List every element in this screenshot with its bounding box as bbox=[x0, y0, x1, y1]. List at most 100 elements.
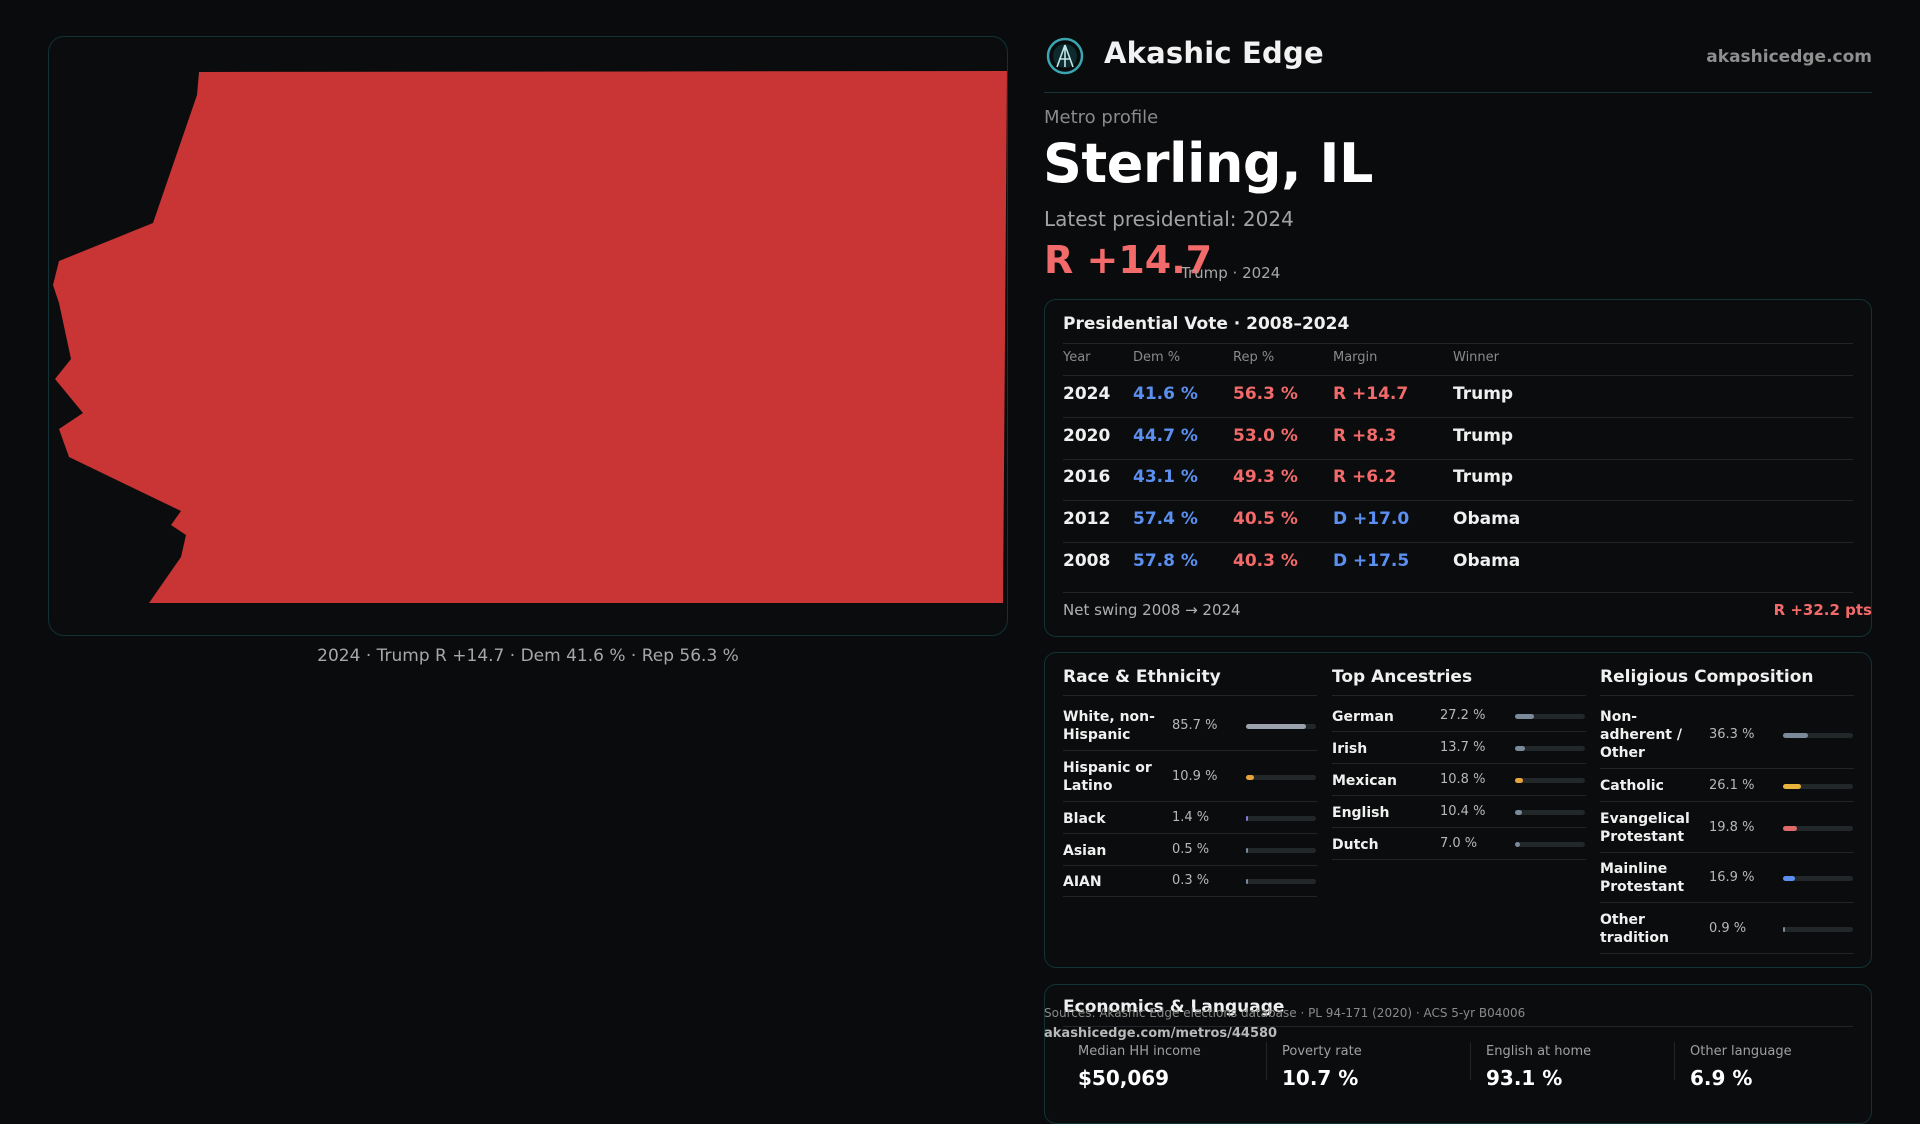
percent-bar bbox=[1515, 714, 1585, 719]
sources-note: Sources: Akashic Edge elections database… bbox=[1044, 1006, 1526, 1020]
vote-year: 2008 bbox=[1063, 551, 1111, 571]
divider bbox=[1332, 695, 1586, 696]
econ-value-income: $50,069 bbox=[1078, 1066, 1170, 1090]
list-item-label: Catholic bbox=[1600, 778, 1664, 794]
metro-permalink[interactable]: akashicedge.com/metros/44580 bbox=[1044, 1026, 1278, 1041]
divider bbox=[1332, 859, 1586, 860]
list-item-value: 0.3 % bbox=[1172, 873, 1210, 888]
metro-map[interactable] bbox=[48, 36, 1008, 636]
vote-winner: Trump bbox=[1453, 426, 1514, 446]
col-header-rep: Rep % bbox=[1233, 350, 1275, 365]
vote-table-title: Presidential Vote · 2008–2024 bbox=[1063, 314, 1350, 334]
vote-margin: R +8.3 bbox=[1333, 426, 1397, 446]
divider bbox=[1600, 695, 1854, 696]
percent-bar-fill bbox=[1515, 778, 1523, 783]
percent-bar-fill bbox=[1246, 848, 1248, 853]
list-item-label: Non-adherent / Other bbox=[1600, 709, 1682, 761]
map-caption: 2024 · Trump R +14.7 · Dem 41.6 % · Rep … bbox=[317, 646, 739, 666]
divider bbox=[1332, 731, 1586, 732]
vote-winner: Trump bbox=[1453, 384, 1514, 404]
divider bbox=[1266, 1042, 1267, 1080]
vote-rep-pct: 49.3 % bbox=[1233, 467, 1298, 487]
col-header-dem: Dem % bbox=[1133, 350, 1181, 365]
religion-title: Religious Composition bbox=[1600, 667, 1814, 687]
list-item-label: Irish bbox=[1332, 741, 1368, 757]
percent-bar-fill bbox=[1246, 724, 1306, 729]
list-item-value: 27.2 % bbox=[1440, 708, 1486, 723]
divider bbox=[1063, 375, 1853, 376]
list-item-value: 26.1 % bbox=[1709, 778, 1755, 793]
econ-label-english: English at home bbox=[1486, 1044, 1592, 1059]
divider bbox=[1600, 852, 1854, 853]
percent-bar-fill bbox=[1246, 775, 1254, 780]
list-item-label: Evangelical Protestant bbox=[1600, 811, 1690, 845]
percent-bar bbox=[1515, 810, 1585, 815]
list-item-value: 1.4 % bbox=[1172, 810, 1210, 825]
divider bbox=[1063, 695, 1317, 696]
econ-label-other-language: Other language bbox=[1690, 1044, 1792, 1059]
percent-bar-fill bbox=[1783, 733, 1808, 738]
vote-winner: Obama bbox=[1453, 509, 1521, 529]
col-header-winner: Winner bbox=[1453, 350, 1500, 365]
metro-map-shape bbox=[53, 71, 1007, 603]
percent-bar-fill bbox=[1246, 816, 1248, 821]
vote-dem-pct: 57.4 % bbox=[1133, 509, 1198, 529]
econ-label-poverty: Poverty rate bbox=[1282, 1044, 1362, 1059]
percent-bar bbox=[1246, 879, 1316, 884]
list-item-value: 16.9 % bbox=[1709, 870, 1755, 885]
page-title: Sterling, IL bbox=[1043, 132, 1373, 195]
percent-bar-fill bbox=[1783, 826, 1797, 831]
brand-name[interactable]: Akashic Edge bbox=[1104, 36, 1324, 70]
vote-dem-pct: 43.1 % bbox=[1133, 467, 1198, 487]
page-eyebrow: Metro profile bbox=[1044, 107, 1159, 128]
list-item-value: 0.9 % bbox=[1709, 921, 1747, 936]
divider bbox=[1063, 500, 1853, 501]
divider bbox=[1063, 542, 1853, 543]
vote-year: 2012 bbox=[1063, 509, 1111, 529]
percent-bar bbox=[1515, 778, 1585, 783]
econ-value-poverty: 10.7 % bbox=[1282, 1066, 1359, 1090]
divider bbox=[1600, 801, 1854, 802]
divider bbox=[1063, 343, 1853, 344]
percent-bar-fill bbox=[1515, 842, 1520, 847]
net-swing-value: R +32.2 pts bbox=[1773, 601, 1872, 619]
brand-domain-link[interactable]: akashicedge.com bbox=[1706, 47, 1872, 67]
vote-year: 2016 bbox=[1063, 467, 1111, 487]
vote-rep-pct: 56.3 % bbox=[1233, 384, 1298, 404]
vote-winner: Obama bbox=[1453, 551, 1521, 571]
econ-value-english: 93.1 % bbox=[1486, 1066, 1563, 1090]
divider bbox=[1332, 827, 1586, 828]
vote-rep-pct: 40.3 % bbox=[1233, 551, 1298, 571]
latest-margin-sub: Trump · 2024 bbox=[1181, 264, 1281, 282]
vote-winner: Trump bbox=[1453, 467, 1514, 487]
list-item-label: Other tradition bbox=[1600, 912, 1669, 946]
divider bbox=[1063, 417, 1853, 418]
economics-title: Economics & Language bbox=[1063, 997, 1285, 1017]
econ-value-other-language: 6.9 % bbox=[1690, 1066, 1753, 1090]
header-divider bbox=[1044, 92, 1872, 93]
vote-year: 2020 bbox=[1063, 426, 1111, 446]
percent-bar bbox=[1783, 927, 1853, 932]
divider bbox=[1063, 865, 1317, 866]
percent-bar bbox=[1246, 775, 1316, 780]
list-item-value: 19.8 % bbox=[1709, 820, 1755, 835]
econ-label-income: Median HH income bbox=[1078, 1044, 1201, 1059]
vote-dem-pct: 57.8 % bbox=[1133, 551, 1198, 571]
vote-margin: R +14.7 bbox=[1333, 384, 1409, 404]
vote-rep-pct: 53.0 % bbox=[1233, 426, 1298, 446]
list-item-value: 10.4 % bbox=[1440, 804, 1486, 819]
brand-logo-icon bbox=[1046, 37, 1084, 75]
list-item-value: 0.5 % bbox=[1172, 842, 1210, 857]
percent-bar-fill bbox=[1515, 746, 1525, 751]
divider bbox=[1600, 953, 1854, 954]
divider bbox=[1332, 795, 1586, 796]
percent-bar bbox=[1783, 733, 1853, 738]
divider bbox=[1063, 592, 1853, 593]
percent-bar-fill bbox=[1783, 927, 1785, 932]
list-item-value: 13.7 % bbox=[1440, 740, 1486, 755]
percent-bar-fill bbox=[1246, 879, 1248, 884]
percent-bar bbox=[1515, 746, 1585, 751]
list-item-label: Hispanic or Latino bbox=[1063, 760, 1152, 794]
list-item-label: English bbox=[1332, 805, 1390, 821]
list-item-label: Black bbox=[1063, 811, 1106, 827]
